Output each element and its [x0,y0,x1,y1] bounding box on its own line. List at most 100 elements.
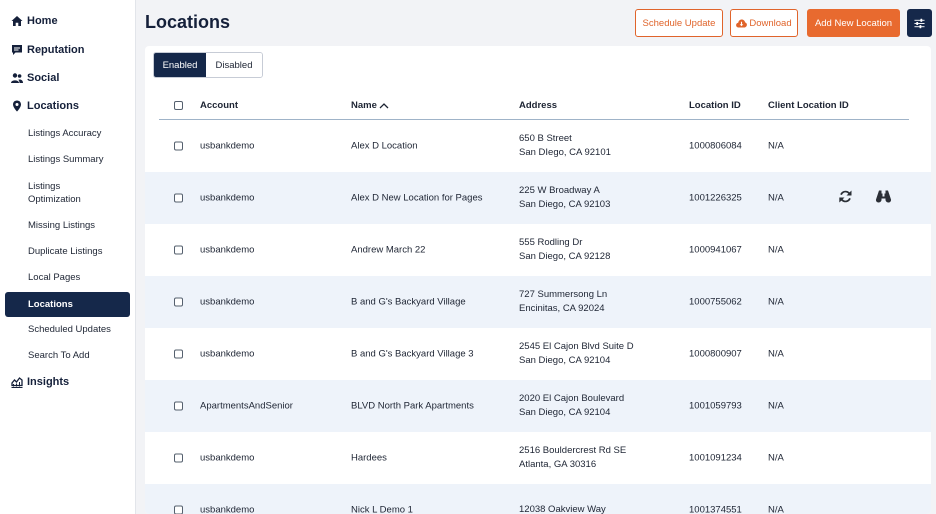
cell-name: B and G's Backyard Village 3 [351,348,474,360]
column-client-location-id[interactable]: Client Location ID [768,100,849,111]
cell-account: usbankdemo [200,296,255,308]
sidebar-item-missing-listings[interactable]: Missing Listings [28,220,96,231]
nav-social[interactable]: Social [11,72,59,84]
address-line-2: Encinitas, CA 92024 [519,303,605,314]
map-pin-icon [11,100,23,112]
cell-address: 555 Rodling Dr San Diego, CA 92128 [519,236,610,264]
cell-address: 2020 El Cajon Boulevard San Diego, CA 92… [519,392,624,420]
sidebar-item-listings-optimization[interactable]: Listings Optimization [28,181,81,205]
row-checkbox[interactable] [174,141,183,151]
address-line-2: San Diego, CA 92103 [519,199,611,210]
cloud-download-icon [736,18,748,28]
table-row[interactable]: usbankdemo Alex D New Location for Pages… [145,172,931,224]
cell-location-id: 1001226325 [689,192,742,204]
column-address[interactable]: Address [519,100,558,111]
address-line-2: San DIego, CA 92101 [519,147,611,158]
cell-client-location-id: N/A [768,140,784,152]
page-title: Locations [145,12,231,32]
nav-home-label: Home [27,15,58,27]
tab-disabled[interactable]: Disabled [206,53,262,77]
cell-name: Alex D New Location for Pages [351,192,483,204]
row-checkbox[interactable] [174,193,183,203]
cell-client-location-id: N/A [768,504,784,514]
add-new-location-label: Add New Location [814,17,893,29]
sidebar-item-listings-accuracy[interactable]: Listings Accuracy [28,128,102,139]
cell-account: usbankdemo [200,504,255,514]
sliders-icon [914,18,925,29]
cell-address: 225 W Broadway A San Diego, CA 92103 [519,184,610,212]
row-checkbox[interactable] [174,297,183,307]
cell-address: 727 Summersong Ln Encinitas, CA 92024 [519,288,607,316]
cell-address: 12038 Oakview Way [519,503,606,514]
sort-ascending-icon [379,102,389,109]
table-row[interactable]: usbankdemo B and G's Backyard Village 3 … [145,328,931,380]
cell-client-location-id: N/A [768,244,784,256]
cell-address: 650 B Street San DIego, CA 92101 [519,132,611,160]
cell-location-id: 1000806084 [689,140,742,152]
sidebar-item-search-to-add[interactable]: Search To Add [28,350,90,361]
table-header: Account Name Address Location ID Client … [159,94,909,120]
row-checkbox[interactable] [174,453,183,463]
table-row[interactable]: usbankdemo Alex D Location 650 B Street … [145,120,931,172]
cell-location-id: 1000755062 [689,296,742,308]
sidebar-item-locations[interactable]: Locations [5,292,130,317]
cell-name: BLVD North Park Apartments [351,400,474,412]
sidebar-item-local-pages[interactable]: Local Pages [28,272,81,283]
users-icon [11,72,23,84]
cell-account: usbankdemo [200,452,255,464]
cell-name: Hardees [351,452,387,464]
cell-client-location-id: N/A [768,400,784,412]
cell-account: usbankdemo [200,244,255,256]
nav-reputation-label: Reputation [27,44,85,56]
nav-reputation[interactable]: Reputation [11,44,84,56]
cell-client-location-id: N/A [768,296,784,308]
cell-account: usbankdemo [200,348,255,360]
schedule-update-button[interactable]: Schedule Update [635,9,723,37]
address-line-2: San Diego, CA 92128 [519,251,611,262]
locations-card: Enabled Disabled Account Name Address Lo… [145,46,931,514]
address-line-1: 2020 El Cajon Boulevard [519,393,625,404]
download-button[interactable]: Download [730,9,798,37]
table-row[interactable]: usbankdemo Nick L Demo 1 12038 Oakview W… [145,484,931,514]
row-checkbox[interactable] [174,245,183,255]
address-line-2: San Diego, CA 92104 [519,355,611,366]
address-line-1: 12038 Oakview Way [519,504,606,514]
add-new-location-button[interactable]: Add New Location [807,9,900,37]
cell-location-id: 1000941067 [689,244,742,256]
cell-location-id: 1000800907 [689,348,742,360]
download-label: Download [749,17,792,29]
cell-location-id: 1001091234 [689,452,742,464]
address-line-1: 2545 El Cajon Blvd Suite D [519,341,634,352]
binoculars-icon[interactable] [875,189,892,208]
sidebar-item-duplicate-listings[interactable]: Duplicate Listings [28,246,103,257]
row-checkbox[interactable] [174,349,183,359]
table-row[interactable]: usbankdemo B and G's Backyard Village 72… [145,276,931,328]
address-line-1: 727 Summersong Ln [519,289,608,300]
cell-client-location-id: N/A [768,348,784,360]
nav-insights-label: Insights [27,376,70,388]
sidebar-item-scheduled-updates[interactable]: Scheduled Updates [28,324,111,335]
cell-client-location-id: N/A [768,192,784,204]
address-line-1: 225 W Broadway A [519,185,600,196]
sync-icon[interactable] [837,189,854,208]
row-checkbox[interactable] [174,401,183,411]
cell-name: Andrew March 22 [351,244,426,256]
cell-account: usbankdemo [200,140,255,152]
cell-address: 2545 El Cajon Blvd Suite D San Diego, CA… [519,340,634,368]
column-account[interactable]: Account [200,100,238,111]
column-location-id[interactable]: Location ID [689,100,741,111]
nav-home[interactable]: Home [11,15,58,27]
table-row[interactable]: usbankdemo Hardees 2516 Bouldercrest Rd … [145,432,931,484]
sidebar-item-listings-summary[interactable]: Listings Summary [28,154,104,165]
nav-insights[interactable]: Insights [11,376,69,388]
column-name[interactable]: Name [351,100,389,111]
table-row[interactable]: ApartmentsAndSenior BLVD North Park Apar… [145,380,931,432]
select-all-checkbox[interactable] [174,101,183,110]
tab-enabled[interactable]: Enabled [154,53,206,77]
nav-locations[interactable]: Locations [11,100,79,112]
row-checkbox[interactable] [174,505,183,514]
filter-settings-button[interactable] [907,9,932,37]
table-row[interactable]: usbankdemo Andrew March 22 555 Rodling D… [145,224,931,276]
column-name-label: Name [351,100,377,111]
schedule-update-label: Schedule Update [642,17,716,29]
